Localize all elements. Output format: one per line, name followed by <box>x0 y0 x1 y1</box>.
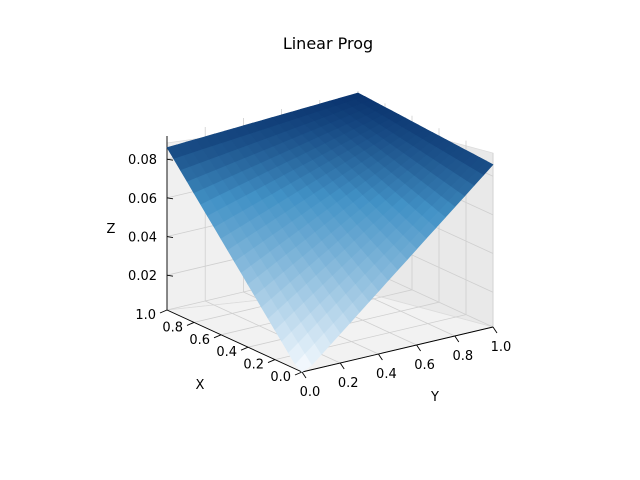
y-axis-line <box>301 326 494 373</box>
x-tick <box>186 321 195 326</box>
z-tick <box>166 158 174 161</box>
chart-title: Linear Prog <box>283 34 373 53</box>
x-tick <box>159 309 168 314</box>
y-tick <box>301 371 307 379</box>
z-tick <box>166 274 174 277</box>
y-tick <box>378 353 383 361</box>
y-tick <box>454 335 460 343</box>
x-tick-label: 0.6 <box>189 333 210 348</box>
x-tick <box>213 334 222 339</box>
axes <box>159 136 498 379</box>
y-tick <box>339 362 345 370</box>
z-tick-label: 0.06 <box>128 192 157 207</box>
x-tick-label: 1.0 <box>135 308 156 323</box>
x-axis-label: X <box>196 378 205 393</box>
y-tick-label: 0.0 <box>300 385 321 400</box>
z-axis-label: Z <box>107 222 116 237</box>
x-tick <box>294 371 303 376</box>
tick-labels: 0.0 0.2 0.4 0.6 0.8 1.0 0.0 0.2 0.4 0.6 0.8 1.0 0.02… <box>128 153 511 400</box>
y-tick-label: 1.0 <box>491 340 512 355</box>
x-tick-label: 0.8 <box>162 320 183 335</box>
y-axis-label: Y <box>430 390 439 405</box>
y-tick-label: 0.2 <box>338 376 359 391</box>
z-tick-label: 0.02 <box>128 269 157 284</box>
surface-patch <box>294 353 313 373</box>
x-tick <box>240 346 249 351</box>
z-tick-label: 0.04 <box>128 231 157 246</box>
x-axis-line <box>166 309 303 373</box>
y-tick <box>416 344 421 352</box>
y-tick-label: 0.6 <box>414 358 435 373</box>
z-tick <box>166 197 174 200</box>
x-tick-label: 0.0 <box>270 370 291 385</box>
x-tick <box>267 359 276 364</box>
y-tick-label: 0.8 <box>452 349 473 364</box>
x-tick-label: 0.2 <box>243 358 264 373</box>
y-tick <box>492 326 498 334</box>
y-tick-label: 0.4 <box>376 367 397 382</box>
surface <box>166 92 494 373</box>
z-tick <box>166 236 174 238</box>
x-tick-label: 0.4 <box>216 345 237 360</box>
z-tick-label: 0.08 <box>128 153 157 168</box>
